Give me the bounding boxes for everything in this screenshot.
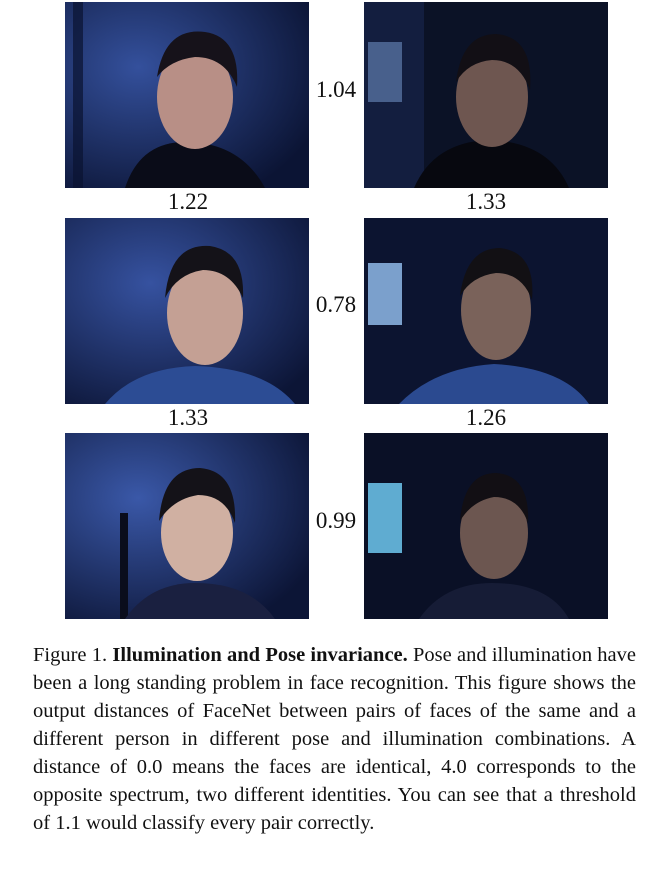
face-photo-row1-right: [364, 2, 608, 188]
figure-label: Figure 1.: [33, 644, 108, 666]
distance-cross-row1: 1.04: [315, 77, 357, 102]
figure-title: Illumination and Pose invariance.: [112, 644, 408, 666]
distance-cross-row3: 0.99: [315, 508, 357, 533]
distance-self-row2-right: 1.26: [465, 405, 507, 430]
figure-body: Pose and illumination have been a long s…: [33, 644, 637, 834]
face-photo-row3-left: [65, 433, 309, 619]
face-photo-row2-right: [364, 218, 608, 404]
distance-self-row2-left: 1.33: [167, 405, 209, 430]
distance-self-row1-left: 1.22: [167, 189, 209, 214]
face-photo-row2-left: [65, 218, 309, 404]
face-photo-row3-right: [364, 433, 608, 619]
distance-cross-row2: 0.78: [315, 292, 357, 317]
face-photo-row1-left: [65, 2, 309, 188]
distance-self-row1-right: 1.33: [465, 189, 507, 214]
figure-caption: Figure 1. Illumination and Pose invarian…: [33, 641, 636, 837]
